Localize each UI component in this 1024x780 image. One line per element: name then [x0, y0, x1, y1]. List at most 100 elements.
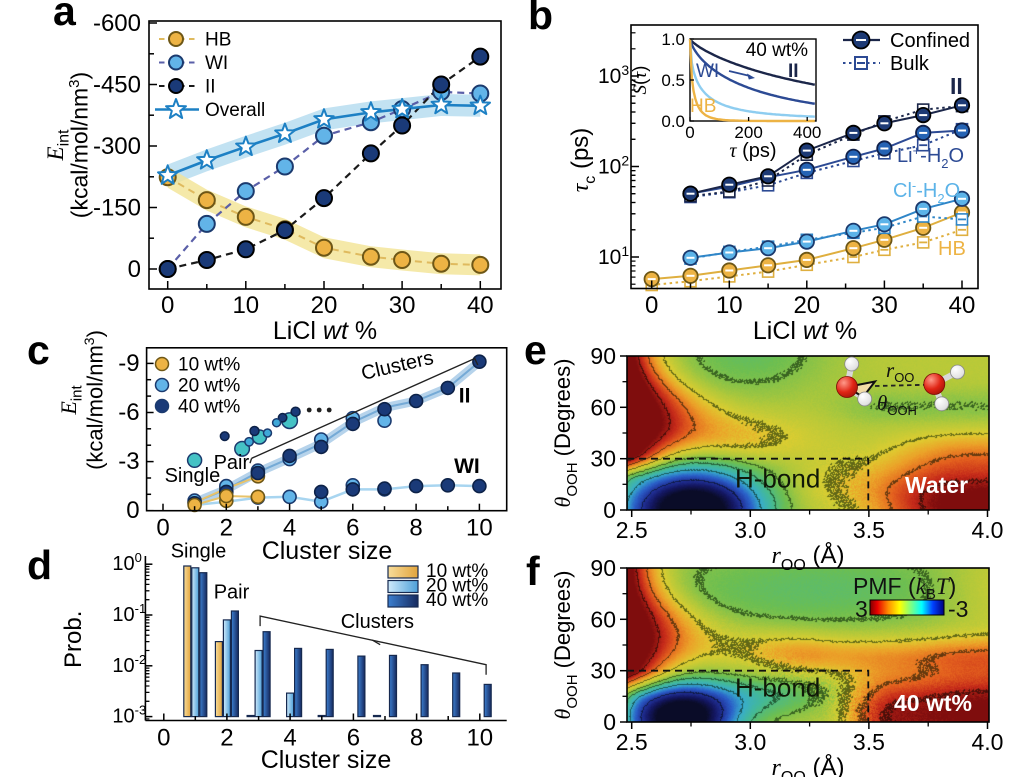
svg-text:40 wt%: 40 wt% [894, 690, 972, 716]
svg-text:Overall: Overall [205, 100, 265, 121]
svg-text:0: 0 [156, 515, 169, 542]
svg-text:rOO (Å): rOO (Å) [772, 541, 845, 574]
svg-text:0: 0 [157, 725, 170, 752]
svg-text:20 wt%: 20 wt% [426, 576, 488, 597]
svg-text:Pair: Pair [214, 452, 250, 474]
svg-text:rOO (Å): rOO (Å) [772, 753, 845, 777]
svg-text:HB: HB [690, 96, 716, 117]
svg-text:II: II [459, 385, 471, 408]
svg-text:0: 0 [126, 497, 139, 524]
svg-text:II: II [205, 77, 216, 98]
svg-text:II: II [950, 73, 963, 99]
svg-text:40 wt%: 40 wt% [746, 40, 808, 61]
svg-text:0.5: 0.5 [661, 71, 685, 90]
svg-text:20: 20 [793, 292, 820, 319]
svg-text:2: 2 [220, 725, 233, 752]
svg-text:30: 30 [871, 292, 898, 319]
svg-text:θOOH (Degrees): θOOH (Degrees) [550, 571, 581, 720]
svg-text:3.5: 3.5 [853, 517, 885, 543]
svg-text:LiCl wt %: LiCl wt % [273, 317, 377, 345]
svg-text:-600: -600 [93, 10, 141, 37]
svg-text:τ (ps): τ (ps) [729, 140, 776, 162]
svg-text:0: 0 [128, 256, 141, 283]
svg-text:400: 400 [793, 123, 821, 142]
svg-text:4.0: 4.0 [972, 517, 1004, 543]
svg-text:6: 6 [347, 725, 360, 752]
svg-text:200: 200 [734, 123, 762, 142]
svg-text:40: 40 [467, 292, 494, 319]
svg-text:PMF (kBT): PMF (kBT) [853, 573, 956, 603]
svg-text:Cluster size: Cluster size [261, 746, 392, 774]
svg-text:10: 10 [466, 725, 493, 752]
svg-text:0: 0 [603, 497, 616, 523]
svg-text:3.0: 3.0 [734, 517, 766, 543]
svg-text:0.0: 0.0 [661, 112, 685, 131]
svg-text:-3: -3 [948, 596, 968, 622]
svg-text:3.5: 3.5 [853, 729, 885, 755]
svg-text:101: 101 [598, 243, 629, 269]
svg-text:Single: Single [165, 465, 221, 487]
svg-text:Li+-H2O: Li+-H2O [897, 143, 964, 171]
svg-text:-150: -150 [93, 195, 141, 222]
svg-text:2.5: 2.5 [616, 729, 648, 755]
svg-text:0: 0 [603, 709, 616, 735]
svg-text:10: 10 [716, 292, 743, 319]
svg-text:0: 0 [161, 292, 174, 319]
svg-text:II: II [788, 61, 799, 82]
svg-text:20: 20 [311, 292, 338, 319]
svg-text:WI: WI [454, 455, 480, 478]
svg-text:8: 8 [409, 515, 422, 542]
svg-text:60: 60 [590, 394, 616, 420]
svg-text:-9: -9 [118, 350, 139, 377]
svg-text:Clusters: Clusters [341, 611, 414, 633]
svg-text:-300: -300 [93, 133, 141, 160]
svg-text:6: 6 [346, 515, 359, 542]
svg-text:Confined: Confined [890, 30, 970, 52]
svg-text:Pair: Pair [214, 582, 250, 604]
svg-text:rOO: rOO [886, 358, 914, 385]
svg-text:10 wt%: 10 wt% [426, 561, 488, 582]
svg-text:103: 103 [598, 62, 629, 88]
svg-text:τc (ps): τc (ps) [567, 128, 599, 193]
svg-text:H-bond: H-bond [735, 463, 820, 493]
svg-text:60: 60 [590, 606, 616, 632]
svg-text:10: 10 [232, 292, 259, 319]
svg-text:WI: WI [205, 53, 228, 74]
svg-text:0: 0 [645, 292, 658, 319]
svg-text:90: 90 [590, 555, 616, 581]
svg-text:HB: HB [205, 30, 231, 51]
svg-text:0: 0 [685, 123, 694, 142]
svg-text:30: 30 [590, 446, 616, 472]
svg-text:40: 40 [949, 292, 976, 319]
svg-text:Cl--H2O: Cl--H2O [893, 178, 960, 206]
svg-text:20 wt%: 20 wt% [178, 376, 240, 397]
svg-text:Water: Water [905, 472, 968, 498]
svg-text:Cluster size: Cluster size [262, 537, 393, 565]
svg-text:1.0: 1.0 [661, 30, 685, 49]
svg-text:-6: -6 [118, 399, 139, 426]
svg-text:θOOH (Degrees): θOOH (Degrees) [550, 359, 581, 508]
svg-text:4.0: 4.0 [972, 729, 1004, 755]
svg-text:4: 4 [283, 725, 296, 752]
svg-text:-3: -3 [118, 448, 139, 475]
svg-text:HB: HB [938, 238, 966, 260]
svg-text:10 wt%: 10 wt% [178, 355, 240, 376]
svg-text:2.5: 2.5 [616, 517, 648, 543]
svg-text:2: 2 [220, 515, 233, 542]
svg-text:90: 90 [590, 343, 616, 369]
svg-text:102: 102 [598, 153, 629, 179]
svg-text:S(τ): S(τ) [630, 66, 651, 95]
svg-text:10: 10 [466, 515, 493, 542]
svg-text:3.0: 3.0 [734, 729, 766, 755]
svg-text:30: 30 [389, 292, 416, 319]
svg-text:30: 30 [590, 658, 616, 684]
svg-text:LiCl wt %: LiCl wt % [753, 317, 857, 345]
svg-text:Single: Single [171, 541, 227, 563]
svg-text:WI: WI [696, 61, 719, 82]
svg-text:8: 8 [410, 725, 423, 752]
svg-text:40 wt%: 40 wt% [178, 397, 240, 418]
svg-text:3: 3 [855, 596, 868, 622]
svg-text:Bulk: Bulk [890, 53, 930, 75]
svg-text:4: 4 [283, 515, 296, 542]
svg-text:40 wt%: 40 wt% [426, 590, 488, 611]
